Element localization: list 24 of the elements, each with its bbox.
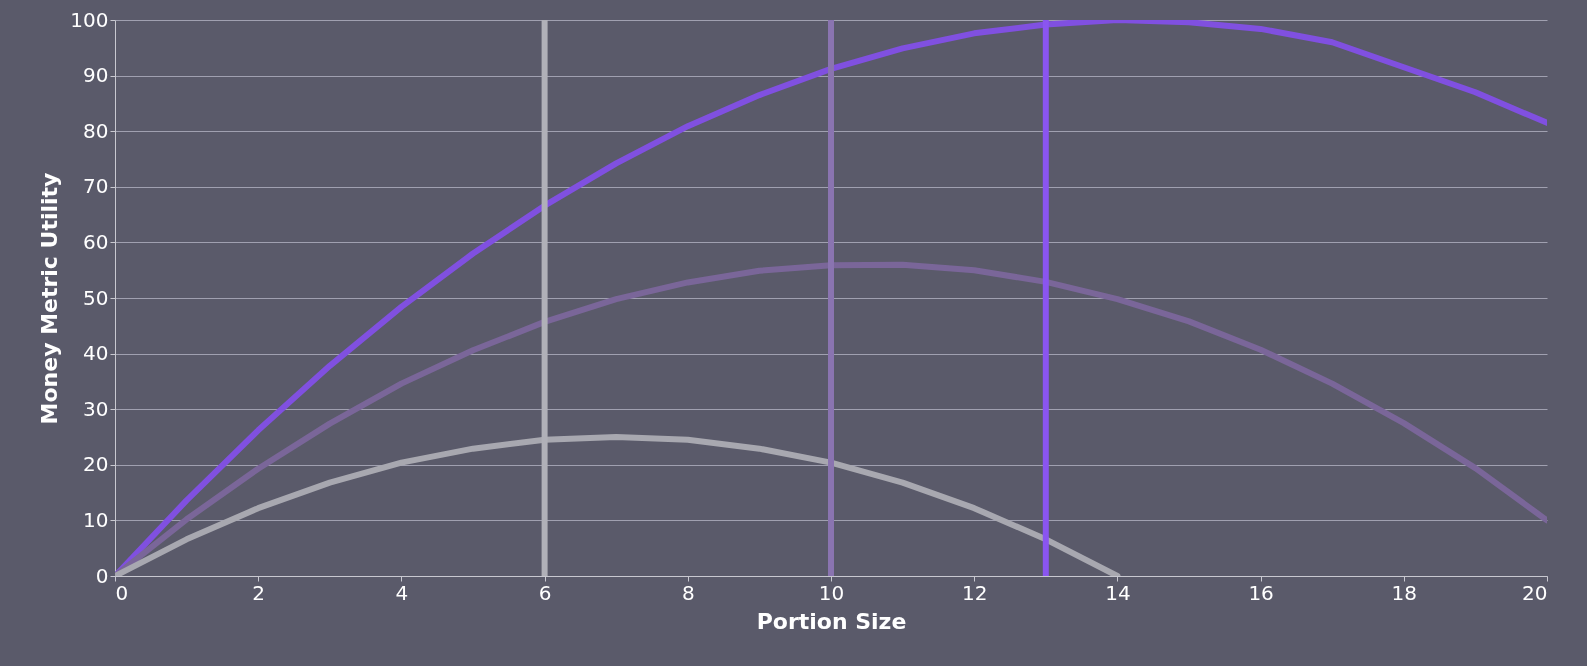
x-tick-label: 6	[538, 580, 552, 605]
y-tick-label: 40	[83, 341, 109, 366]
x-axis-title: Portion Size	[756, 608, 907, 634]
y-tick-label: 70	[83, 174, 109, 199]
y-tick-label: 80	[83, 118, 109, 143]
y-tick-label: 30	[83, 396, 109, 421]
y-tick-label: 20	[83, 452, 109, 477]
y-tick-label: 50	[83, 285, 109, 310]
x-tick-label: 2	[252, 580, 266, 605]
y-tick-label: 10	[83, 507, 109, 532]
y-tick-label: 90	[83, 63, 109, 88]
y-tick-label: 60	[83, 229, 109, 254]
x-tick-label: 16	[1248, 580, 1274, 605]
x-tick-label: 12	[961, 580, 988, 605]
y-tick-label: 100	[70, 7, 109, 32]
x-tick-label: 4	[395, 580, 409, 605]
x-tick-label: 10	[818, 580, 845, 605]
y-tick-label: 0	[95, 563, 109, 588]
y-axis-title: Money Metric Utility	[37, 172, 63, 425]
x-tick-label: 0	[115, 580, 129, 605]
x-tick-label: 14	[1105, 580, 1131, 605]
x-tick-label: 20	[1522, 580, 1548, 605]
x-tick-label: 8	[681, 580, 695, 605]
x-tick-label: 18	[1391, 580, 1418, 605]
